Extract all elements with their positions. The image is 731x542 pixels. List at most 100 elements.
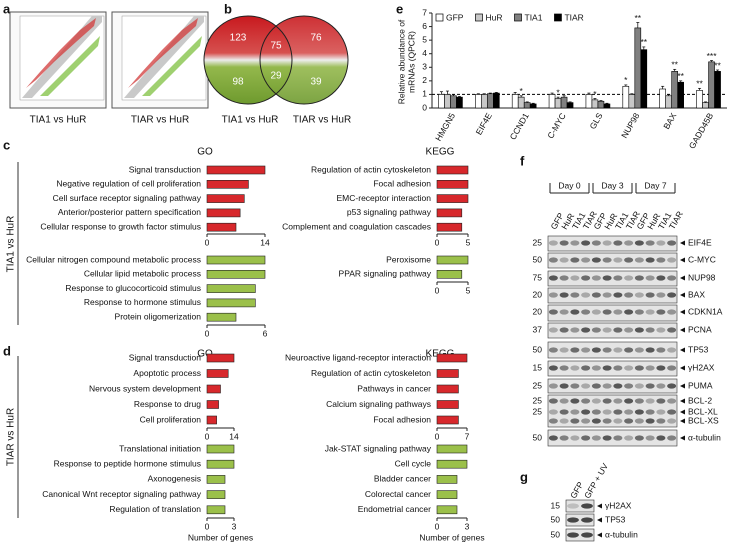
band	[591, 347, 601, 353]
label-arrow	[680, 309, 685, 315]
category-label: Response to hormone stimulus	[84, 297, 201, 307]
band	[656, 240, 666, 246]
band	[581, 292, 591, 298]
band	[581, 383, 591, 389]
x-axis-label: Number of genes	[419, 532, 484, 542]
venn-outline	[259, 15, 349, 105]
mw-marker: 15	[551, 500, 561, 510]
band	[634, 347, 644, 353]
venn-count: 98	[232, 77, 244, 88]
significance: **	[641, 37, 648, 47]
scatter-thumbnail	[9, 11, 107, 109]
bar	[206, 222, 237, 232]
band	[548, 418, 558, 424]
significance: *	[593, 89, 597, 99]
category-label: Cellular nitrogen compound metabolic pro…	[26, 254, 201, 264]
band	[624, 365, 634, 371]
band	[570, 347, 580, 353]
bar	[436, 255, 469, 265]
label-arrow	[680, 383, 685, 389]
band	[613, 309, 623, 315]
band	[602, 347, 612, 353]
x-tick-label: 7	[465, 431, 470, 441]
band	[581, 275, 591, 281]
blot-strip	[547, 235, 678, 252]
category-label: Colorectal cancer	[365, 489, 431, 499]
band	[548, 365, 558, 371]
band	[656, 347, 666, 353]
band	[602, 365, 612, 371]
x-tick-label: C-MYC	[545, 111, 568, 140]
band	[624, 275, 634, 281]
band	[634, 309, 644, 315]
bar	[622, 85, 630, 109]
band	[667, 275, 677, 281]
band	[624, 257, 634, 263]
bar	[585, 94, 593, 109]
bar	[487, 93, 494, 109]
band	[634, 409, 644, 415]
bar	[628, 94, 636, 109]
band	[656, 327, 666, 333]
band	[613, 435, 623, 441]
band	[645, 257, 655, 263]
band	[548, 383, 558, 389]
protein-label: BCL-XL	[688, 406, 718, 416]
significance: **	[671, 60, 678, 70]
bar	[444, 94, 451, 109]
bar	[436, 384, 459, 394]
mw-marker: 15	[533, 362, 543, 372]
mw-marker: 20	[533, 289, 543, 299]
band	[581, 517, 593, 523]
band	[624, 383, 634, 389]
band	[624, 240, 634, 246]
mw-marker: 50	[533, 344, 543, 354]
bar	[511, 94, 519, 109]
band	[656, 435, 666, 441]
panel-letter: d	[3, 343, 11, 358]
bar	[436, 475, 458, 484]
band	[634, 398, 644, 404]
category-label: Response to glucocorticoid stimulus	[65, 283, 201, 293]
protein-label: PUMA	[688, 380, 713, 390]
bar	[714, 71, 721, 109]
band	[570, 365, 580, 371]
band	[570, 409, 580, 415]
bar	[603, 103, 611, 109]
x-tick-label: 5	[466, 237, 471, 247]
bar	[436, 353, 468, 363]
band	[667, 435, 677, 441]
category-label: Cellular lipid metabolic process	[84, 269, 201, 279]
bar	[206, 475, 226, 484]
band	[645, 418, 655, 424]
band	[634, 365, 644, 371]
band	[548, 398, 558, 404]
x-tick-label: 3	[465, 521, 470, 531]
protein-label: C-MYC	[688, 254, 716, 264]
category-label: Regulation of actin cytoskeleton	[311, 368, 431, 378]
band	[624, 435, 634, 441]
x-tick-label: BAX	[661, 111, 678, 131]
y-tick-label: 2	[422, 75, 427, 85]
y-tick-label: 5	[422, 34, 427, 44]
bar	[436, 400, 459, 409]
bar	[206, 180, 249, 189]
category-label: Complement and coagulation cascades	[282, 221, 431, 231]
bar	[481, 94, 488, 109]
band	[559, 347, 569, 353]
band	[570, 240, 580, 246]
bar	[436, 459, 468, 469]
bar	[475, 94, 482, 109]
band	[591, 409, 601, 415]
x-tick-label: CCND1	[508, 111, 531, 142]
x-tick-label: HMGN5	[433, 111, 457, 143]
band	[634, 327, 644, 333]
band	[624, 327, 634, 333]
y-tick-label: 3	[422, 62, 427, 72]
band	[602, 240, 612, 246]
band	[667, 327, 677, 333]
band	[591, 418, 601, 424]
x-tick-label: NUP98	[619, 111, 641, 140]
category-label: Calcium signaling pathways	[326, 399, 431, 409]
band	[667, 257, 677, 263]
